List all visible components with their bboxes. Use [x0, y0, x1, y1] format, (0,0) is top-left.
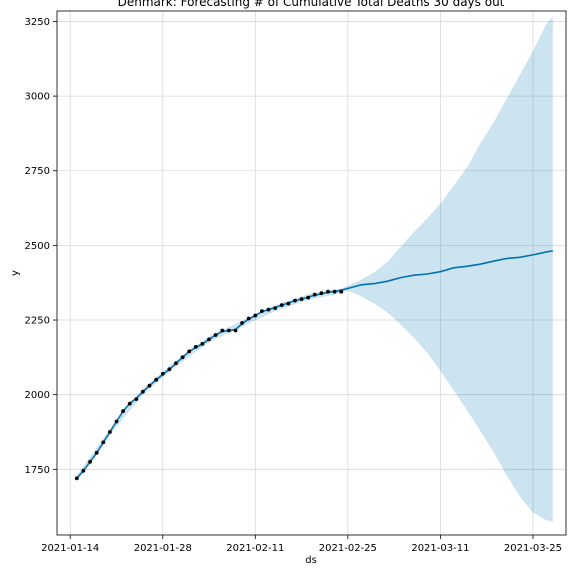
observed-point: [174, 361, 178, 366]
uncertainty-interval: [76, 17, 553, 522]
observed-point: [246, 316, 251, 321]
x-tick-label: 2021-03-25: [504, 543, 562, 554]
observed-point: [220, 328, 225, 333]
y-axis-label: y: [10, 270, 21, 276]
y-tick-label: 2250: [25, 316, 50, 327]
observed-point: [114, 419, 119, 424]
x-tick-label: 2021-03-11: [411, 543, 469, 554]
observed-point: [134, 397, 139, 401]
x-tick-label: 2021-02-25: [319, 543, 377, 554]
x-tick-label: 2021-01-28: [134, 543, 192, 554]
observed-point: [279, 303, 284, 307]
observed-point: [332, 289, 337, 294]
chart-title: Denmark: Forecasting # of Cumulative Tot…: [118, 0, 505, 9]
observed-point: [326, 289, 330, 294]
observed-point: [266, 307, 271, 312]
axis-ticks: 2021-01-14 2021-01-28 2021-02-11 2021-02-25…: [25, 17, 562, 554]
observed-point: [167, 367, 172, 372]
y-tick-label: 2500: [25, 241, 50, 252]
x-tick-label: 2021-01-14: [41, 543, 99, 554]
y-tick-label: 3250: [25, 17, 50, 28]
observed-point: [147, 383, 152, 388]
observed-point: [187, 349, 192, 354]
uncertainty-band: [76, 17, 553, 522]
y-tick-label: 1750: [25, 465, 50, 476]
y-tick-label: 2750: [25, 166, 50, 177]
observed-point: [312, 292, 317, 297]
observed-point: [141, 389, 145, 394]
observed-point: [240, 321, 245, 325]
observed-point: [306, 295, 311, 300]
observed-point: [213, 333, 218, 337]
observed-point: [94, 451, 99, 455]
observed-point: [108, 430, 112, 434]
observed-point: [253, 313, 258, 318]
observed-point: [207, 337, 211, 342]
observed-point: [160, 371, 165, 376]
observed-point: [180, 355, 185, 360]
observed-point: [286, 301, 291, 306]
plot-frame: [56, 10, 567, 536]
observed-point: [74, 476, 79, 481]
observed-point: [81, 468, 86, 473]
observed-point: [293, 298, 297, 303]
y-tick-label: 3000: [25, 92, 50, 103]
x-axis-label: ds: [305, 555, 317, 566]
x-tick-label: 2021-02-11: [226, 543, 284, 554]
observed-point: [154, 377, 159, 382]
observed-point: [227, 328, 231, 333]
observed-point: [339, 289, 344, 294]
observed-point: [88, 459, 92, 464]
observed-point: [193, 345, 198, 349]
observed-points: [74, 289, 344, 481]
grid: [57, 11, 566, 535]
observed-point: [260, 309, 264, 313]
observed-point: [121, 409, 125, 413]
observed-point: [200, 342, 205, 346]
observed-point: [127, 401, 132, 406]
observed-point: [233, 328, 238, 333]
observed-point: [101, 440, 106, 445]
y-tick-label: 2000: [25, 390, 50, 401]
observed-point: [299, 297, 304, 301]
observed-point: [319, 291, 324, 296]
observed-point: [273, 306, 277, 310]
